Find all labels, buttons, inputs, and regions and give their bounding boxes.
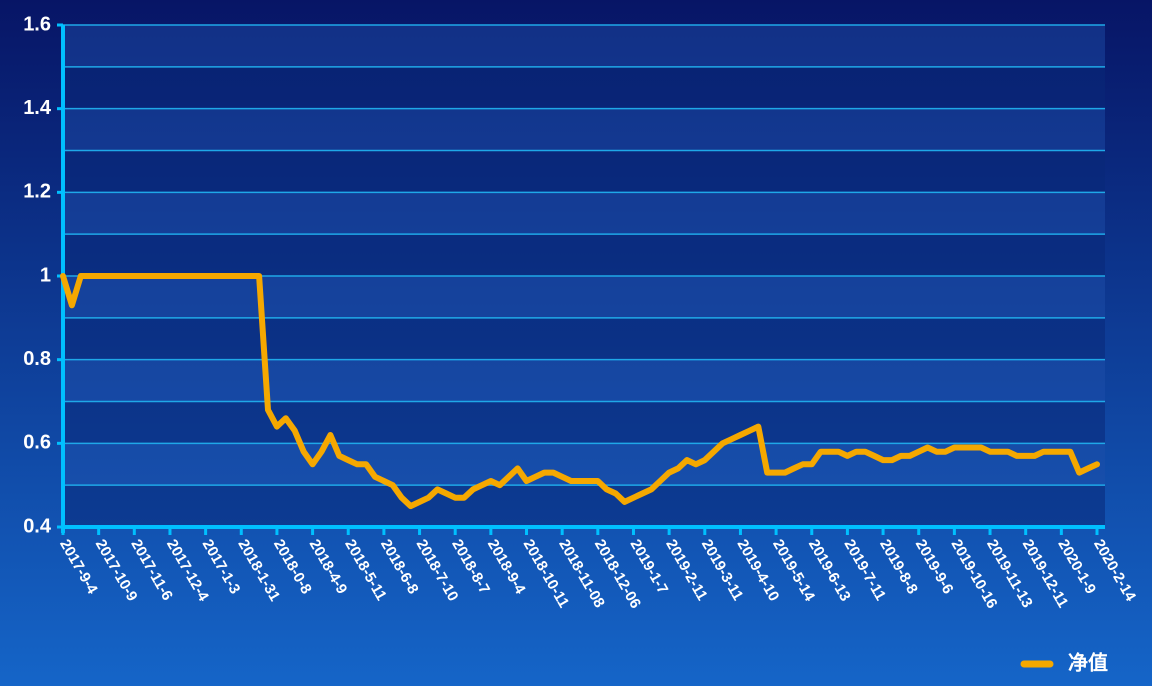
plot-band (63, 192, 1105, 235)
plot-band (63, 108, 1105, 151)
plot-band (63, 234, 1105, 276)
plot-band (63, 150, 1105, 193)
y-tick-label: 0.6 (23, 432, 51, 454)
plot-band (63, 359, 1105, 402)
y-tick-label: 0.4 (23, 515, 52, 537)
plot-band (63, 66, 1105, 109)
plot-band (63, 276, 1105, 318)
y-tick-label: 1.6 (23, 13, 51, 35)
y-tick-label: 0.8 (23, 348, 51, 370)
line-series (60, 273, 1100, 510)
y-tick-label: 1.4 (23, 97, 52, 119)
legend-label: 净值 (1068, 650, 1108, 674)
y-tick-label: 1 (40, 264, 51, 286)
plot-band (63, 401, 1105, 444)
plot-band (63, 25, 1105, 67)
y-tick-label: 1.2 (23, 181, 51, 203)
plot-band (63, 317, 1105, 360)
plot-band (63, 485, 1105, 527)
